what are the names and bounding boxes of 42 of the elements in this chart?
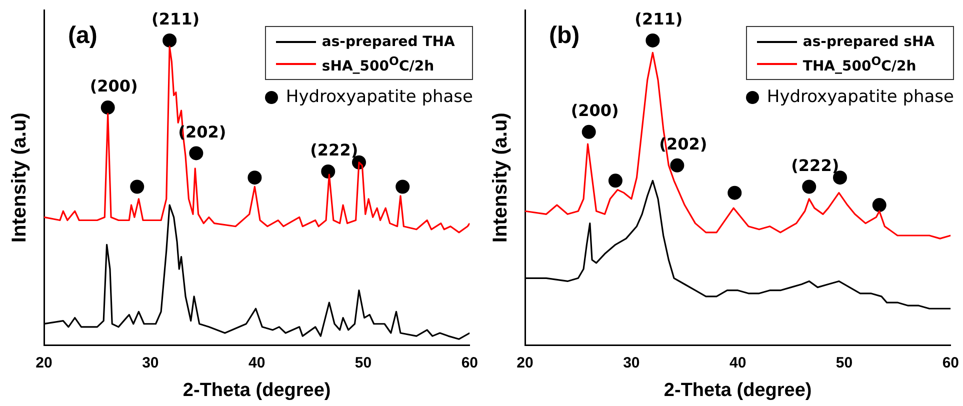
point	[802, 180, 816, 194]
point	[582, 124, 596, 139]
chart-title: (a)	[68, 22, 98, 50]
point	[321, 164, 336, 179]
point	[396, 180, 410, 194]
point	[189, 146, 204, 160]
x-tick-label: 60	[461, 354, 478, 372]
x-tick-label: 20	[516, 354, 534, 372]
annotation: (200)	[90, 76, 138, 96]
x-axis-title: 2-Theta (degree)	[182, 380, 331, 401]
point	[670, 158, 684, 172]
annotation: (211)	[634, 10, 683, 29]
x-tick-label: 40	[729, 354, 746, 372]
x-tick-label: 30	[623, 354, 640, 372]
point	[646, 33, 660, 48]
annotation: (222)	[791, 156, 840, 175]
point	[728, 186, 742, 200]
point	[248, 170, 262, 185]
legend-label: THA_500$^{O}$C/2h	[802, 54, 916, 74]
point	[162, 33, 177, 48]
legend-label: Hydroxyapatite phase	[286, 87, 473, 107]
legend-label: sHA_500$^{O}$C/2h	[322, 54, 434, 74]
point	[130, 180, 144, 194]
x-tick-label: 40	[248, 354, 266, 372]
y-axis-title: Intensity (a.u)	[8, 112, 31, 243]
annotation: (222)	[310, 140, 358, 160]
point	[872, 198, 886, 212]
x-tick-label: 30	[142, 354, 159, 372]
annotation: (200)	[570, 101, 619, 120]
x-tick-label: 20	[36, 354, 52, 372]
annotation: (211)	[152, 10, 200, 29]
x-axis-title: 2-Theta (degree)	[664, 380, 812, 401]
legend-label: Hydroxyapatite phase	[766, 87, 954, 107]
legend-label: as-prepared sHA	[802, 34, 935, 50]
point	[100, 100, 115, 115]
legend-label: as-prepared THA	[322, 34, 455, 50]
x-tick-label: 60	[942, 354, 959, 372]
chart-title: (b)	[549, 22, 580, 50]
x-tick-label: 50	[354, 354, 372, 372]
point	[608, 174, 622, 188]
x-tick-label: 50	[836, 354, 853, 372]
y-axis-title: Intensity (a.u)	[490, 112, 512, 243]
